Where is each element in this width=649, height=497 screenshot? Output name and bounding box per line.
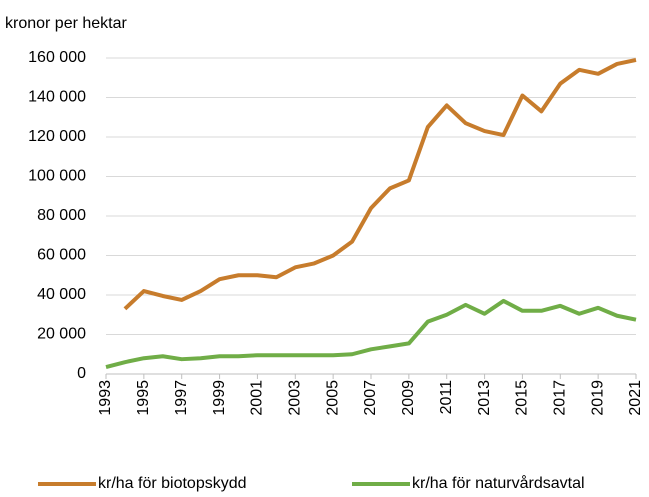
y-tick-label: 100 000: [28, 168, 86, 185]
legend-label: kr/ha för naturvårdsavtal: [412, 474, 585, 492]
x-tick-label: 2011: [438, 380, 455, 415]
y-tick-label: 60 000: [37, 247, 86, 264]
x-tick-label: 2003: [287, 380, 304, 416]
x-tick-label: 2009: [400, 380, 417, 416]
x-tick-label: 1997: [173, 380, 190, 416]
y-axis-title: kronor per hektar: [5, 15, 128, 32]
y-tick-label: 120 000: [28, 128, 86, 145]
legend-label: kr/ha för biotopskydd: [98, 475, 247, 492]
x-tick-label: 2005: [324, 380, 341, 416]
y-tick-label: 0: [77, 365, 86, 382]
x-tick-label: 1999: [211, 380, 228, 416]
x-tick-label: 2019: [589, 380, 606, 416]
x-tick-label: 1993: [97, 380, 114, 416]
series-line: [105, 298, 637, 370]
series-line: [123, 58, 637, 311]
x-tick-label: 2001: [249, 380, 266, 416]
y-tick-label: 20 000: [37, 326, 86, 343]
x-tick-label: 2017: [552, 380, 569, 416]
y-tick-label: 160 000: [28, 49, 86, 66]
x-tick-label: 2015: [514, 380, 531, 416]
x-tick-label: 1995: [135, 380, 152, 416]
x-tick-label: 2013: [476, 380, 493, 416]
y-tick-label: 80 000: [37, 207, 86, 224]
y-tick-label: 140 000: [28, 89, 86, 106]
x-tick-label: 2007: [362, 380, 379, 416]
x-tick-label: 2021: [627, 380, 644, 416]
y-tick-label: 40 000: [37, 286, 86, 303]
